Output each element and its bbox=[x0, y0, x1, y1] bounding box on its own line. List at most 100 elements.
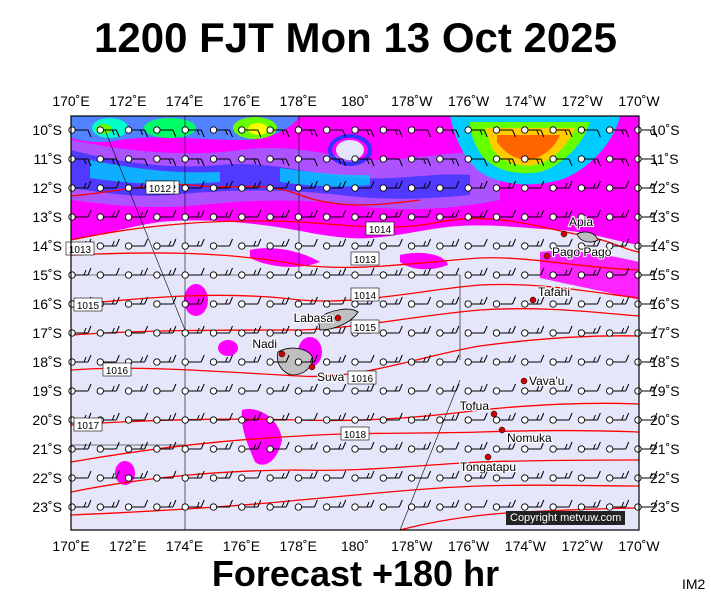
wind-barb bbox=[549, 325, 573, 337]
wind-barb bbox=[379, 354, 403, 366]
wind-barb bbox=[436, 180, 460, 192]
isobar-label: 1014 bbox=[365, 221, 395, 236]
wind-barb bbox=[464, 267, 488, 279]
wind-barb bbox=[351, 238, 375, 250]
right-lat-label: 15˚S bbox=[650, 267, 680, 283]
wind-barb bbox=[153, 383, 177, 395]
wind-barb bbox=[464, 470, 488, 482]
wind-barb bbox=[323, 267, 347, 279]
wind-barb bbox=[153, 126, 177, 138]
bottom-lon-label: 176˚W bbox=[448, 538, 490, 554]
axis-labels: 170˚E 172˚E 174˚E 176˚E 178˚E 180˚ 178˚W 176˚W 1… bbox=[32, 93, 679, 554]
wind-barb bbox=[238, 267, 262, 279]
wind-barb bbox=[96, 267, 120, 279]
wind-barb bbox=[606, 354, 630, 366]
wind-barb bbox=[238, 499, 262, 511]
wind-barb bbox=[323, 126, 347, 138]
wind-barb bbox=[577, 155, 601, 167]
top-lon-label: 172˚E bbox=[109, 93, 146, 109]
wind-barb bbox=[294, 470, 318, 482]
wind-barb bbox=[492, 238, 516, 250]
wind-barb bbox=[266, 499, 290, 511]
top-lon-label: 178˚E bbox=[280, 93, 317, 109]
wind-barb bbox=[238, 325, 262, 337]
wind-barb bbox=[266, 238, 290, 250]
wind-barb bbox=[181, 155, 205, 167]
svg-text:1015: 1015 bbox=[354, 323, 377, 334]
top-lon-label: 172˚W bbox=[562, 93, 604, 109]
wind-barb bbox=[492, 325, 516, 337]
wind-barb bbox=[351, 499, 375, 511]
wind-barb bbox=[549, 296, 573, 308]
wind-barb bbox=[606, 412, 630, 424]
wind-barb bbox=[294, 441, 318, 453]
wind-barb bbox=[124, 126, 149, 138]
bottom-lon-label: 174˚W bbox=[505, 538, 547, 554]
wind-barb bbox=[577, 209, 601, 221]
left-lat-label: 12˚S bbox=[32, 180, 62, 196]
wind-barb bbox=[577, 325, 601, 337]
wind-barb bbox=[209, 470, 233, 482]
wind-barb bbox=[407, 499, 432, 511]
wind-barb bbox=[606, 267, 630, 279]
right-lat-label: 23˚S bbox=[650, 499, 680, 515]
wind-barb bbox=[549, 412, 573, 424]
wind-barb bbox=[606, 180, 630, 192]
place-marker: Nomuka bbox=[498, 426, 553, 446]
wind-barb bbox=[96, 325, 120, 337]
wind-barb bbox=[181, 354, 205, 366]
wind-barb bbox=[96, 238, 120, 250]
bottom-lon-label: 170˚W bbox=[618, 538, 660, 554]
wind-barb bbox=[606, 126, 630, 138]
wind-barb bbox=[492, 267, 516, 279]
wind-barb bbox=[294, 267, 318, 279]
wind-barb bbox=[407, 238, 432, 250]
wind-barb bbox=[153, 441, 177, 453]
wind-barb bbox=[323, 470, 347, 482]
svg-text:Tofua: Tofua bbox=[460, 399, 490, 413]
left-lat-label: 20˚S bbox=[32, 412, 62, 428]
wind-barb bbox=[96, 155, 120, 167]
isobar-label: 1013 bbox=[350, 251, 380, 266]
wind-barb bbox=[606, 155, 630, 167]
wind-barb bbox=[407, 470, 432, 482]
wind-barb bbox=[521, 325, 545, 337]
wind-barb bbox=[549, 267, 573, 279]
wind-barb bbox=[606, 441, 630, 453]
wind-barb bbox=[549, 180, 573, 192]
left-lat-label: 21˚S bbox=[32, 441, 62, 457]
wind-barb bbox=[124, 238, 149, 250]
bottom-lon-label: 174˚E bbox=[166, 538, 203, 554]
wind-barb bbox=[153, 209, 177, 221]
wind-barb bbox=[181, 441, 205, 453]
wind-barb bbox=[577, 267, 601, 279]
wind-barb bbox=[407, 383, 432, 395]
wind-barb bbox=[606, 383, 630, 395]
wind-barb bbox=[379, 441, 403, 453]
wind-barb bbox=[124, 155, 149, 167]
wind-barb bbox=[124, 470, 149, 482]
wind-barb bbox=[407, 441, 432, 453]
wind-barb bbox=[323, 238, 347, 250]
wind-barb bbox=[351, 267, 375, 279]
wind-barb bbox=[606, 296, 630, 308]
wind-barb bbox=[492, 383, 516, 395]
wind-barb bbox=[436, 126, 460, 138]
wind-barb bbox=[351, 180, 375, 192]
place-markers: Apia Pago Pago Tafahi Labasa Nadi Suva Vava'u T… bbox=[251, 214, 613, 475]
wind-barb bbox=[294, 126, 318, 138]
wind-barb bbox=[266, 209, 290, 221]
wind-barb bbox=[209, 354, 233, 366]
wind-barb bbox=[323, 383, 347, 395]
wind-barb bbox=[577, 126, 601, 138]
wind-barb bbox=[436, 238, 460, 250]
wind-barb bbox=[407, 267, 432, 279]
wind-barb bbox=[407, 209, 432, 221]
left-lat-label: 13˚S bbox=[32, 209, 62, 225]
wind-barb bbox=[351, 155, 375, 167]
wind-barb bbox=[181, 209, 205, 221]
wind-barb bbox=[436, 383, 460, 395]
right-lat-label: 14˚S bbox=[650, 238, 680, 254]
wind-barb bbox=[436, 470, 460, 482]
left-lat-label: 10˚S bbox=[32, 122, 62, 138]
